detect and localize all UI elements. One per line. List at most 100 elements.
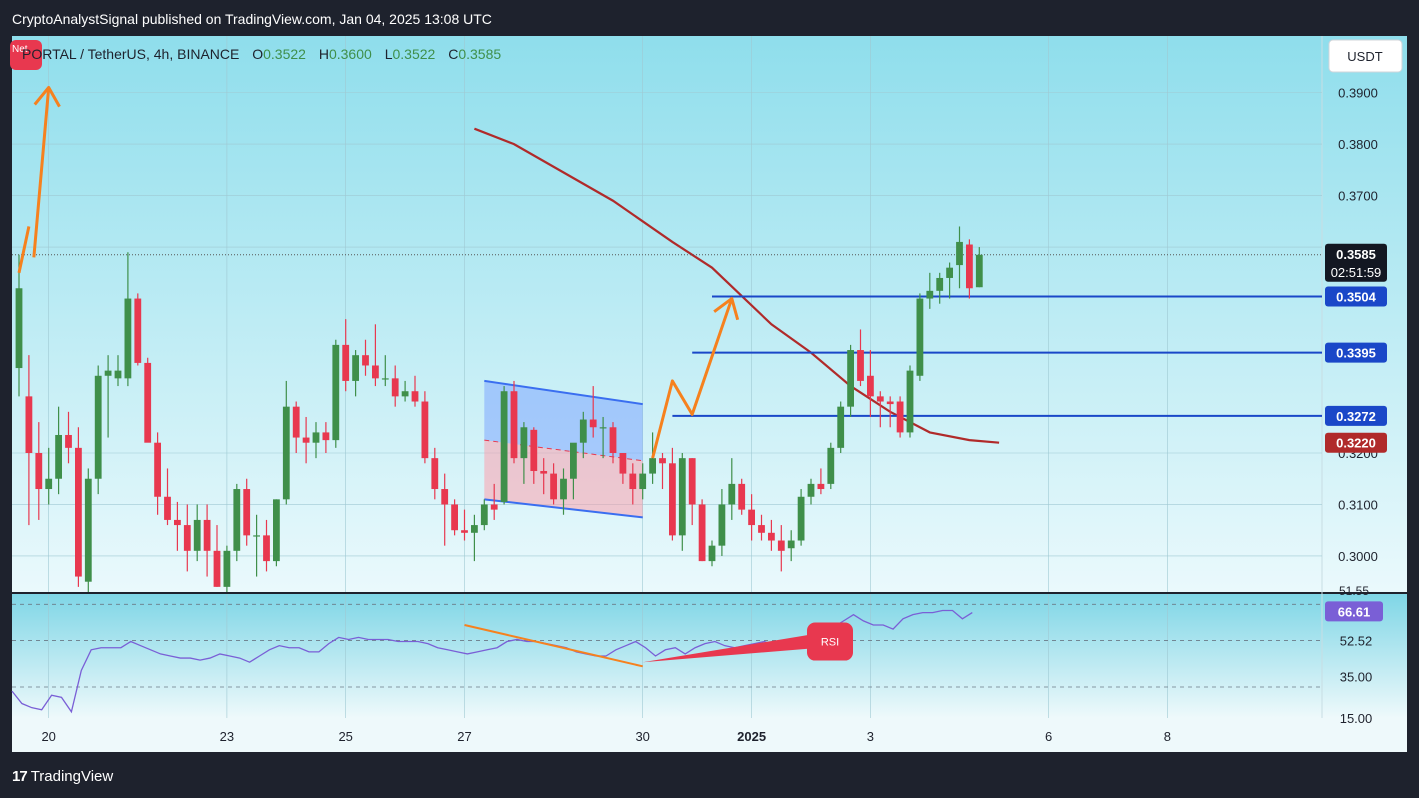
candle-body xyxy=(223,550,231,587)
price-axis-tags: 0.3585 02:51:59 0.3504 0.3395 0.3272 0.3220 66… xyxy=(1325,243,1387,622)
level-tag xyxy=(1325,405,1387,426)
candle-body xyxy=(282,406,290,500)
channel-upper-line xyxy=(484,379,643,406)
legend-close: 0.3585 xyxy=(458,46,501,62)
candle-body xyxy=(560,478,567,500)
candle-body xyxy=(461,530,468,533)
legend-low-label: L xyxy=(385,46,393,62)
candle-body xyxy=(362,355,369,366)
candle-body xyxy=(441,489,449,505)
net-badge[interactable] xyxy=(10,40,42,70)
tradingview-logo[interactable]: 17 TradingView xyxy=(12,768,113,785)
time-tick-label: 3 xyxy=(867,729,874,744)
time-tick-label: 6 xyxy=(1045,729,1052,744)
current-price-tag xyxy=(1325,243,1387,282)
candle-body xyxy=(342,344,350,381)
candle-body xyxy=(75,447,82,577)
candle-body xyxy=(213,550,221,587)
rsi-tick-label: 15.00 xyxy=(1340,711,1373,726)
candle-body xyxy=(15,288,23,369)
candle-body xyxy=(124,298,132,379)
candle-body xyxy=(579,419,587,443)
candle-body xyxy=(777,540,785,551)
rsi-current-label: 66.61 xyxy=(1338,604,1371,619)
moving-average-line xyxy=(474,127,1000,444)
currency-button[interactable]: USDT xyxy=(1328,39,1403,73)
candle-body xyxy=(352,355,359,381)
candle-body xyxy=(748,509,755,526)
candle-body xyxy=(292,406,300,438)
candle-body xyxy=(164,496,171,520)
candle-body xyxy=(807,483,815,497)
candle-body xyxy=(401,391,409,397)
candle-body xyxy=(847,350,854,407)
support-levels xyxy=(672,295,1322,417)
annotation-arrowhead xyxy=(713,297,740,321)
rsi-badge xyxy=(807,622,853,661)
candle-body xyxy=(758,525,765,533)
price-tick-label: 0.3900 xyxy=(1338,86,1378,101)
candle-body xyxy=(570,442,577,479)
annotation-arrow xyxy=(32,87,51,258)
candle-body xyxy=(837,406,845,448)
candle-body xyxy=(25,396,33,453)
candle-body xyxy=(322,432,330,441)
candle-body xyxy=(876,396,884,402)
candle-body xyxy=(698,504,706,562)
candle-body xyxy=(312,432,320,443)
candle-body xyxy=(817,483,825,490)
candle-body xyxy=(589,419,597,428)
rsi-axis-ticks: 35.00 52.52 15.00 51.55 xyxy=(1339,584,1372,726)
main-pane-background xyxy=(12,36,1322,592)
candle-body xyxy=(391,378,399,397)
candle-body xyxy=(708,545,716,562)
candle-body xyxy=(738,483,746,510)
candle-body xyxy=(649,458,656,474)
level-tag xyxy=(1325,286,1387,307)
legend-high-label: H xyxy=(319,46,329,62)
ma-tag-label: 0.3220 xyxy=(1336,436,1376,451)
candle-body xyxy=(530,429,538,472)
candle-body xyxy=(659,458,666,464)
candle-body xyxy=(114,370,122,379)
legend-symbol: PORTAL / TetherUS, 4h, BINANCE xyxy=(22,46,239,62)
price-tick-label: 0.3000 xyxy=(1338,549,1378,564)
candle-body xyxy=(629,473,637,490)
time-tick-label: 27 xyxy=(457,729,471,744)
price-tick-label: 0.3800 xyxy=(1338,137,1378,152)
current-price-value: 0.3585 xyxy=(1336,247,1376,262)
candle-body xyxy=(975,254,983,288)
candle-body xyxy=(857,350,864,381)
candle-body xyxy=(896,401,904,433)
candle-body xyxy=(520,427,528,459)
candle-body xyxy=(728,483,736,505)
tradingview-logo-mark: 17 xyxy=(12,768,28,785)
legend-open-label: O xyxy=(252,46,263,62)
candle-body xyxy=(926,290,934,299)
candle-body xyxy=(936,277,944,291)
candle-body xyxy=(431,458,439,490)
candle-body xyxy=(540,471,548,474)
candle-body xyxy=(134,298,142,363)
candle-body xyxy=(263,535,270,562)
candle-body xyxy=(203,519,211,551)
candle-body xyxy=(35,453,43,490)
annotation-arrowhead xyxy=(33,85,61,108)
candle-body xyxy=(480,504,488,526)
candle-body xyxy=(550,473,557,500)
candle-body xyxy=(946,267,953,278)
candle-body xyxy=(787,540,795,549)
legend-low: 0.3522 xyxy=(392,46,435,62)
rsi-trend-wedge xyxy=(642,634,811,663)
candle-body xyxy=(451,504,458,531)
time-axis-background xyxy=(12,718,1407,752)
legend-close-label: C xyxy=(448,46,458,62)
candle-body xyxy=(599,427,607,429)
net-badge-text: Net xyxy=(12,44,28,55)
candle-body xyxy=(639,473,647,490)
rsi-bands xyxy=(12,603,1322,688)
rsi-tick-label: 35.00 xyxy=(1340,670,1373,685)
price-axis-background xyxy=(1322,36,1407,592)
candle-body xyxy=(956,241,963,266)
